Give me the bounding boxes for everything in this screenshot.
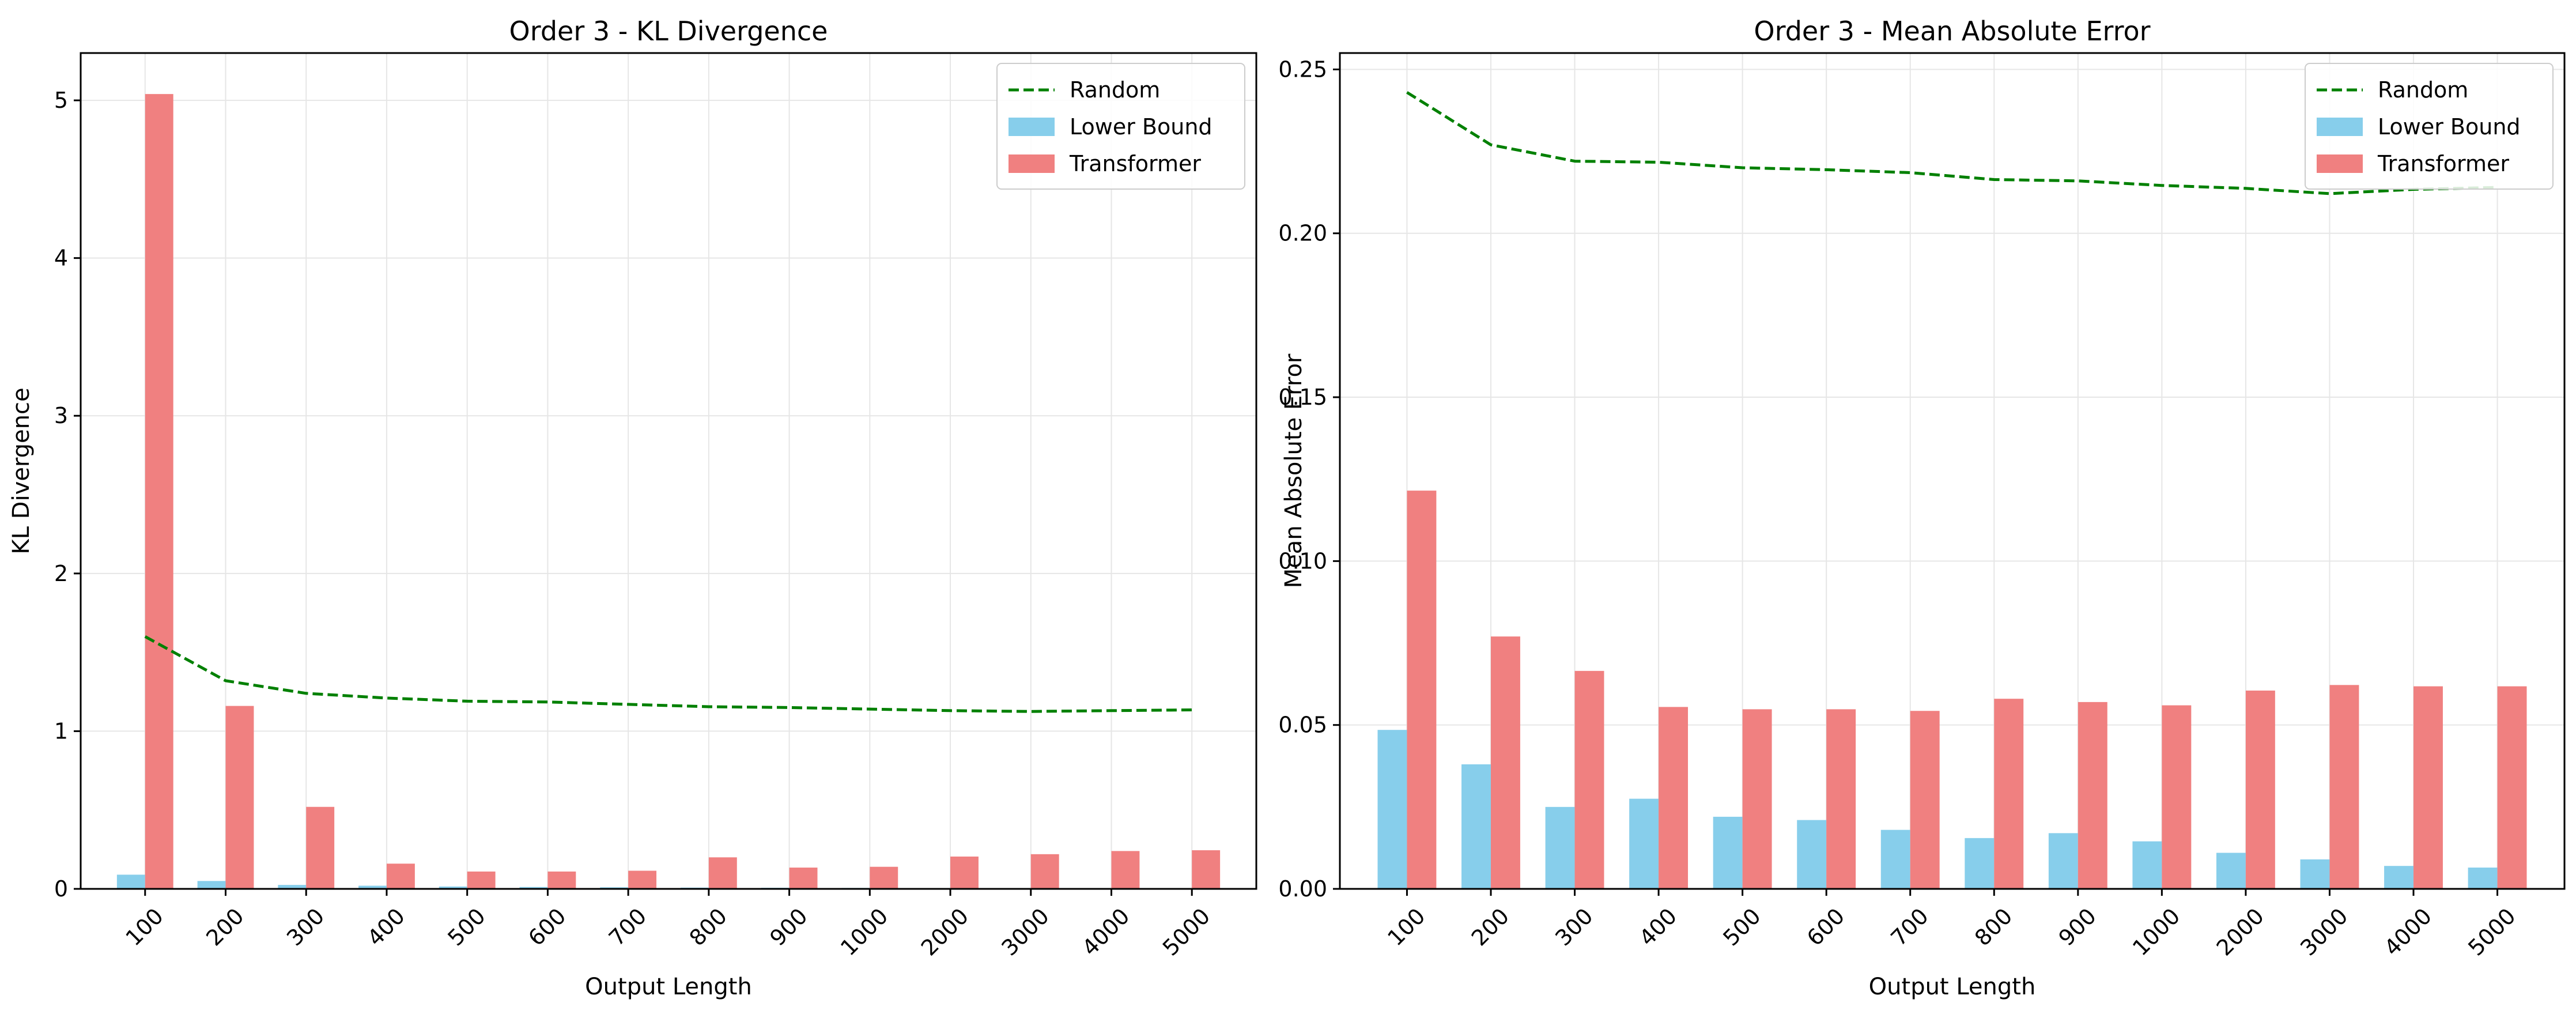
- legend-box: [996, 63, 1245, 190]
- x-axis-label: Output Length: [585, 974, 752, 1000]
- bar-transformer: [628, 870, 657, 889]
- bar-transformer: [870, 866, 898, 889]
- legend-label: Lower Bound: [1070, 114, 1213, 139]
- legend-label: Transformer: [2377, 151, 2509, 176]
- bar-lower-bound: [2468, 868, 2498, 889]
- bar-lower-bound: [1965, 838, 1995, 889]
- bar-lower-bound: [439, 886, 467, 889]
- bar-transformer: [306, 806, 335, 889]
- bar-lower-bound: [1713, 816, 1743, 889]
- bar-transformer: [467, 871, 496, 889]
- x-axis-label: Output Length: [1869, 974, 2036, 1000]
- y-tick-label: 5: [54, 88, 68, 113]
- chart-panel-2: 100 200 300 400 500 600 700 800 900 1000 2000 3000 4…: [1278, 16, 2566, 1000]
- bar-transformer: [2245, 690, 2275, 889]
- y-tick-label: 1: [54, 718, 68, 744]
- bar-transformer: [1111, 851, 1140, 889]
- legend-label: Lower Bound: [2378, 114, 2521, 139]
- bar-lower-bound: [1880, 830, 1910, 889]
- bar-transformer: [1407, 491, 1437, 889]
- bar-transformer: [1574, 670, 1604, 889]
- y-tick-label: 0.20: [1278, 221, 1327, 246]
- bar-transformer: [789, 868, 818, 889]
- bar-lower-bound: [1629, 798, 1659, 889]
- y-tick-label: 3: [54, 403, 68, 428]
- y-tick-label: 0: [54, 876, 68, 902]
- bar-transformer: [1742, 709, 1772, 889]
- bar-transformer: [2413, 686, 2443, 889]
- bar-transformer: [145, 94, 173, 889]
- y-tick-label: 0.25: [1278, 56, 1327, 82]
- bar-transformer: [2078, 702, 2107, 889]
- bar-transformer: [1994, 699, 2024, 889]
- legend-label: Transformer: [1069, 151, 1201, 176]
- bar-transformer: [1910, 711, 1940, 889]
- axes-frame: [1339, 52, 2566, 890]
- bar-transformer: [2329, 685, 2359, 889]
- y-axis-ticks: 0 1 2 3 4 5: [54, 88, 81, 902]
- bar-lower-bound: [1545, 806, 1575, 889]
- bar-lower-bound: [1461, 764, 1491, 889]
- bar-transformer: [547, 871, 576, 889]
- bar-transformer: [1490, 636, 1520, 889]
- legend-label: Random: [1070, 77, 1160, 103]
- bar-transformer: [1826, 709, 1856, 889]
- y-tick-label: 4: [54, 246, 68, 271]
- bar-transformer: [225, 706, 254, 889]
- y-axis-label: Mean Absolute Error: [1281, 353, 1307, 588]
- legend-swatch-transformer: [2317, 154, 2363, 173]
- bar-lower-bound: [116, 874, 145, 889]
- legend-swatch-lower-bound: [1009, 118, 1055, 136]
- bar-transformer: [950, 856, 979, 889]
- y-tick-label: 0.10: [1278, 548, 1327, 574]
- bar-lower-bound: [278, 885, 307, 889]
- bar-lower-bound: [2132, 841, 2162, 889]
- bar-transformer: [1030, 854, 1059, 889]
- bar-transformer: [2497, 686, 2527, 889]
- y-tick-label: 2: [54, 561, 68, 586]
- bar-lower-bound: [358, 885, 387, 889]
- legend: Random Lower Bound Transformer: [996, 63, 1245, 190]
- chart-title: Order 3 - KL Divergence: [509, 16, 828, 47]
- chart-title: Order 3 - Mean Absolute Error: [1754, 16, 2150, 47]
- legend-box: [2305, 63, 2554, 190]
- y-tick-label: 0.00: [1278, 876, 1327, 902]
- bar-transformer: [1192, 850, 1221, 889]
- bar-transformer: [2162, 705, 2192, 889]
- legend-swatch-lower-bound: [2317, 118, 2363, 136]
- bars: [116, 94, 1221, 889]
- bar-lower-bound: [2300, 859, 2330, 889]
- bar-lower-bound: [2384, 866, 2414, 889]
- bar-lower-bound: [1797, 820, 1827, 889]
- bar-transformer: [708, 857, 737, 889]
- y-tick-label: 0.15: [1278, 384, 1327, 410]
- legend-label: Random: [2378, 77, 2468, 103]
- bars: [1377, 491, 2527, 889]
- y-tick-label: 0.05: [1278, 712, 1327, 738]
- legend-swatch-transformer: [1009, 154, 1055, 173]
- bar-lower-bound: [2048, 833, 2078, 889]
- series-line-random: [1406, 91, 2498, 195]
- series-line-random: [144, 635, 1192, 713]
- bar-transformer: [1659, 707, 1689, 889]
- y-axis-label: KL Divergence: [8, 387, 35, 554]
- bar-lower-bound: [1377, 730, 1407, 889]
- y-axis-ticks: 0.00 0.05 0.10 0.15 0.20 0.25: [1278, 56, 1340, 902]
- bar-lower-bound: [519, 887, 548, 889]
- bar-transformer: [386, 864, 415, 889]
- axes-frame: [80, 52, 1257, 890]
- bar-lower-bound: [2216, 853, 2246, 889]
- bar-lower-bound: [197, 881, 226, 889]
- legend: Random Lower Bound Transformer: [2305, 63, 2554, 190]
